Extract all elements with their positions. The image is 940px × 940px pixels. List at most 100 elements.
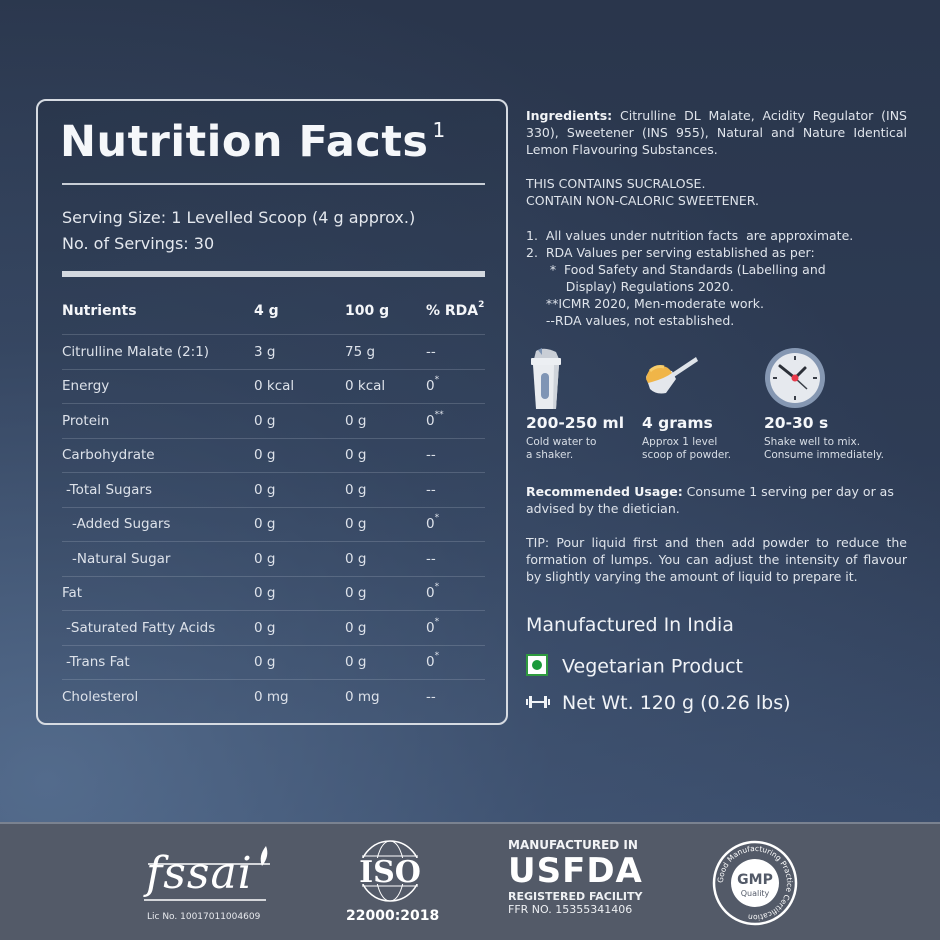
thick-divider	[62, 271, 485, 277]
divider	[62, 183, 485, 185]
vegetarian-label: Vegetarian Product	[526, 654, 743, 678]
per-100g-value: 0 g	[345, 550, 367, 567]
rda-value: --	[426, 689, 436, 706]
gmp-seal-icon: Good Manufacturing Practice Certificatio…	[712, 840, 798, 926]
rda-value: --	[426, 343, 436, 360]
svg-text:ISO: ISO	[359, 855, 421, 890]
per-serving-value: 3 g	[254, 343, 276, 360]
iso-logo: ISO 22000:2018	[340, 838, 440, 932]
iso-standard-code: 22000:2018	[346, 908, 440, 924]
rda-value: 0*	[426, 513, 440, 533]
footnote-2: 2. RDA Values per serving established as…	[526, 245, 815, 260]
nutrient-name: Citrulline Malate (2:1)	[62, 343, 210, 360]
per-serving-value: 0 g	[254, 619, 276, 636]
footnote-1: 1. All values under nutrition facts are …	[526, 228, 854, 243]
table-row: -Trans Fat 0 g 0 g 0*	[62, 646, 485, 680]
shaker-icon	[531, 348, 561, 409]
per-serving-value: 0 g	[254, 481, 276, 498]
per-serving-value: 0 g	[254, 654, 276, 671]
per-serving-value: 0 mg	[254, 689, 289, 706]
table-row: -Natural Sugar 0 g 0 g --	[62, 542, 485, 577]
rda-value: 0*	[426, 375, 440, 395]
per-100g-value: 0 mg	[345, 689, 380, 706]
footnote-2a: * Food Safety and Standards (Labelling a…	[526, 262, 826, 277]
nutrient-name: -Saturated Fatty Acids	[66, 619, 216, 636]
footnote-2a-cont: Display) Regulations 2020.	[526, 279, 734, 294]
per-100g-value: 75 g	[345, 343, 376, 360]
nutrient-name: Cholesterol	[62, 689, 139, 706]
step-value: 20-30 s	[764, 414, 829, 432]
header-rda: % RDA2	[426, 299, 485, 319]
step-desc: Cold water to a shaker.	[526, 436, 597, 461]
table-row: -Added Sugars 0 g 0 g 0*	[62, 508, 485, 542]
header-nutrients: Nutrients	[62, 302, 137, 319]
rda-value: 0*	[426, 582, 440, 602]
usfda-ffr-number: FFR NO. 15355341406	[508, 903, 633, 916]
recommended-usage: Recommended Usage: Consume 1 serving per…	[526, 483, 907, 517]
per-serving-value: 0 g	[254, 447, 276, 464]
svg-text:GMP: GMP	[737, 872, 773, 888]
per-100g-value: 0 g	[345, 447, 367, 464]
nutrient-name: -Trans Fat	[66, 654, 130, 671]
nutrition-facts-panel: Nutrition Facts 1 Serving Size: 1 Levelle…	[36, 99, 508, 725]
sweetener-warning: THIS CONTAINS SUCRALOSE. CONTAIN NON-CAL…	[526, 175, 907, 209]
leaf-icon	[144, 846, 270, 901]
iso-globe-icon: ISO	[352, 840, 428, 902]
gmp-seal: Good Manufacturing Practice Certificatio…	[712, 840, 798, 926]
footnote-2b: **ICMR 2020, Men-moderate work.	[526, 296, 764, 311]
net-weight: Net Wt. 120 g (0.26 lbs)	[526, 694, 791, 713]
table-row: -Saturated Fatty Acids 0 g 0 g 0*	[62, 611, 485, 646]
footnote-2c: --RDA values, not established.	[526, 313, 735, 328]
fssai-logo: fssai Lic No. 10017011004609	[140, 842, 280, 932]
fssai-license-number: Lic No. 10017011004609	[147, 912, 261, 922]
nutrient-name: Energy	[62, 378, 110, 395]
clock-icon	[765, 348, 825, 408]
nutrient-name: Protein	[62, 412, 110, 429]
header-per-100g: 100 g	[345, 302, 390, 319]
usfda-badge: MANUFACTURED IN USFDA REGISTERED FACILIT…	[508, 838, 648, 916]
step-value: 200-250 ml	[526, 414, 625, 432]
footnotes: 1. All values under nutrition facts are …	[526, 227, 907, 329]
ingredients-text: Citrulline DL Malate, Acidity Regulator …	[526, 108, 907, 157]
servings-count: No. of Servings: 30	[62, 234, 215, 253]
table-row: Carbohydrate 0 g 0 g --	[62, 439, 485, 473]
title-footnote-marker: 1	[432, 117, 446, 142]
per-serving-value: 0 g	[254, 585, 276, 602]
nutrient-name: -Total Sugars	[66, 481, 153, 498]
warning-sucralose: THIS CONTAINS SUCRALOSE.	[526, 176, 706, 191]
rda-value: 0*	[426, 651, 440, 671]
dumbbell-icon	[526, 695, 550, 708]
table-row: Citrulline Malate (2:1) 3 g 75 g --	[62, 335, 485, 370]
preparation-tip: TIP: Pour liquid first and then add powd…	[526, 535, 907, 584]
rda-value: --	[426, 447, 436, 464]
per-serving-value: 0 g	[254, 412, 276, 429]
nutrient-name: -Added Sugars	[72, 516, 171, 533]
preparation-steps: 200-250 ml Cold water to a shaker. 4 gram…	[526, 347, 907, 467]
table-row: Energy 0 kcal 0 kcal 0*	[62, 370, 485, 404]
scoop-icon	[646, 357, 698, 394]
nutrition-table: Nutrients 4 g 100 g % RDA2 Citrulline Ma…	[62, 287, 485, 715]
table-row: -Total Sugars 0 g 0 g --	[62, 473, 485, 508]
per-100g-value: 0 g	[345, 619, 367, 636]
step-desc: Approx 1 level scoop of powder.	[642, 436, 732, 461]
ingredients: Ingredients: Citrulline DL Malate, Acidi…	[526, 107, 907, 158]
per-serving-value: 0 kcal	[254, 378, 295, 395]
header-per-serving: 4 g	[254, 302, 279, 319]
serving-size: Serving Size: 1 Levelled Scoop (4 g appr…	[62, 208, 416, 227]
step-value: 4 grams	[642, 414, 713, 432]
table-header: Nutrients 4 g 100 g % RDA2	[62, 287, 485, 335]
per-serving-value: 0 g	[254, 516, 276, 533]
rda-value: 0*	[426, 616, 440, 636]
certifications-footer: fssai Lic No. 10017011004609 ISO 22000:2…	[0, 822, 940, 940]
rda-value: --	[426, 481, 436, 498]
per-100g-value: 0 g	[345, 481, 367, 498]
nutrient-name: Fat	[62, 585, 83, 602]
nutrient-name: Carbohydrate	[62, 447, 155, 464]
ingredients-label: Ingredients:	[526, 108, 613, 123]
usfda-registered: REGISTERED FACILITY	[508, 890, 643, 903]
per-100g-value: 0 g	[345, 516, 367, 533]
usage-text: Consume 1 serving per day or as advised …	[526, 484, 894, 516]
warning-non-caloric: CONTAIN NON-CALORIC SWEETENER.	[526, 193, 759, 208]
fssai-wordmark: fssai	[146, 848, 253, 899]
per-100g-value: 0 g	[345, 654, 367, 671]
